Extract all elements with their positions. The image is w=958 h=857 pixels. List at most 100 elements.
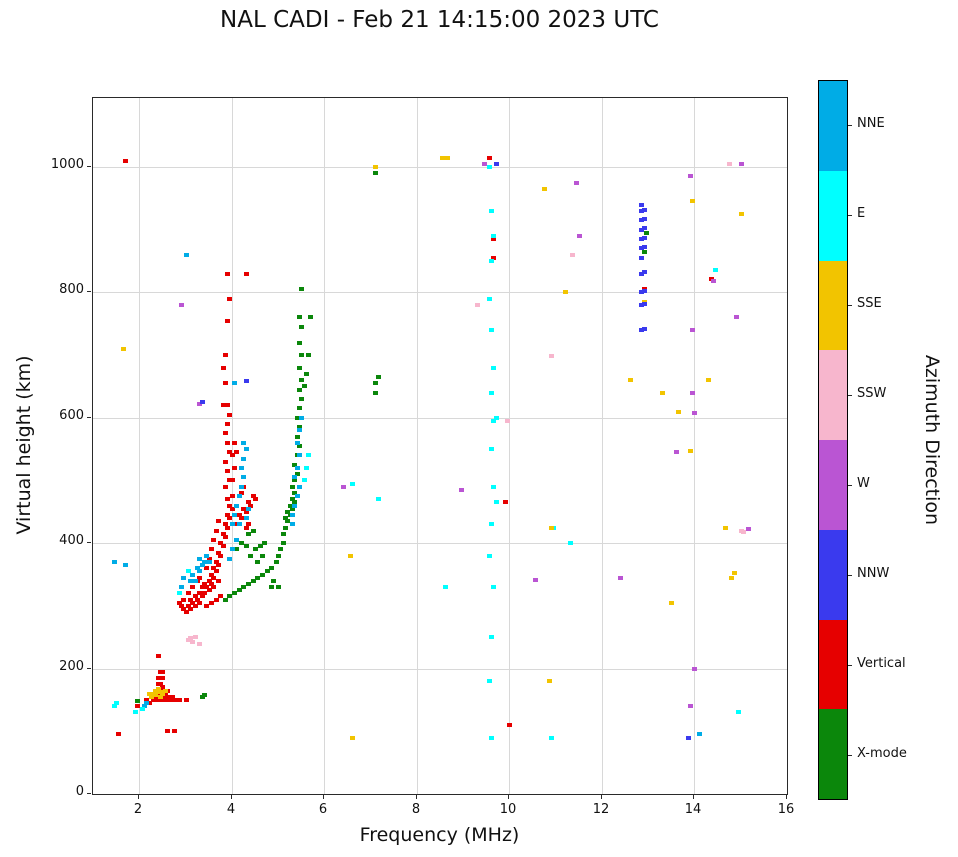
data-point-nnw — [493, 161, 499, 166]
data-point-sse — [373, 164, 379, 169]
y-tick-mark — [87, 166, 91, 167]
data-point-vertical — [211, 585, 217, 590]
data-point-w — [692, 410, 698, 415]
colorbar — [818, 80, 848, 800]
colorbar-tick-mark — [848, 755, 852, 756]
data-point-sse — [738, 212, 744, 216]
data-point-e — [488, 735, 494, 740]
data-point-vertical — [181, 607, 187, 612]
data-point-vertical — [213, 528, 219, 533]
data-point-vertical — [225, 525, 231, 530]
data-point-e — [176, 591, 182, 596]
data-point-nne — [195, 566, 201, 571]
data-point-vertical — [225, 403, 231, 408]
data-point-nnw — [641, 217, 647, 222]
data-point-vertical — [160, 669, 166, 674]
data-point-vertical — [229, 453, 235, 458]
data-point-x-mode — [269, 566, 275, 571]
colorbar-segment-x-mode — [819, 709, 847, 799]
data-point-nnw — [641, 235, 647, 240]
colorbar-segment-sse — [819, 260, 847, 351]
data-point-vertical — [197, 575, 203, 580]
data-point-vertical — [222, 381, 228, 386]
gridline — [509, 98, 510, 794]
data-point-nne — [199, 563, 205, 568]
x-tick-mark — [323, 795, 324, 799]
data-point-x-mode — [276, 553, 282, 558]
data-point-vertical — [192, 594, 198, 599]
data-point-vertical — [208, 547, 214, 552]
data-point-e — [486, 553, 492, 558]
data-point-vertical — [192, 603, 198, 608]
data-point-vertical — [208, 572, 214, 577]
data-point-w — [738, 161, 744, 166]
data-point-x-mode — [308, 315, 314, 320]
data-point-e — [491, 365, 497, 370]
data-point-x-mode — [296, 406, 302, 411]
data-point-nne — [111, 560, 117, 564]
data-point-w — [673, 450, 679, 455]
data-point-x-mode — [255, 560, 261, 564]
gridline — [694, 98, 695, 794]
data-point-sse — [690, 199, 696, 204]
data-point-x-mode — [306, 353, 312, 358]
data-point-ssw — [741, 529, 747, 534]
data-point-x-mode — [222, 597, 228, 602]
colorbar-category-label: X-mode — [857, 746, 907, 761]
data-point-x-mode — [289, 506, 295, 511]
data-point-vertical — [183, 610, 189, 615]
data-point-w — [481, 161, 487, 166]
data-point-x-mode — [292, 491, 298, 496]
data-point-x-mode — [245, 531, 251, 536]
data-point-sse — [706, 378, 712, 383]
data-point-vertical — [213, 597, 219, 602]
data-point-w — [690, 390, 696, 395]
data-point-vertical — [227, 450, 233, 455]
data-point-vertical — [225, 271, 231, 276]
data-point-nne — [299, 415, 305, 420]
data-point-x-mode — [257, 544, 263, 549]
data-point-x-mode — [289, 484, 295, 489]
data-point-vertical — [181, 597, 187, 602]
data-point-e — [185, 569, 191, 574]
data-point-x-mode — [241, 585, 247, 590]
y-tick-label: 600 — [59, 408, 84, 423]
data-point-vertical — [220, 531, 226, 536]
data-point-vertical — [225, 469, 231, 474]
data-point-nne — [241, 475, 247, 480]
x-tick-mark — [786, 795, 787, 799]
data-point-sse — [676, 409, 682, 414]
data-point-vertical — [185, 603, 191, 608]
data-point-e — [567, 541, 573, 546]
colorbar-axis-label: Azimuth Direction — [921, 354, 943, 526]
data-point-nnw — [641, 207, 647, 212]
data-point-e — [493, 500, 499, 505]
data-point-sse — [440, 155, 446, 160]
gridline — [93, 418, 787, 419]
data-point-x-mode — [373, 381, 379, 386]
data-point-x-mode — [294, 415, 300, 420]
data-point-w — [734, 315, 740, 320]
data-point-vertical — [241, 506, 247, 511]
data-point-x-mode — [280, 531, 286, 536]
data-point-vertical — [486, 155, 492, 160]
data-point-e — [549, 735, 555, 740]
data-point-nne — [236, 494, 242, 499]
data-point-nne — [204, 553, 210, 558]
data-point-vertical — [144, 697, 150, 702]
colorbar-category-label: E — [857, 206, 866, 221]
data-point-vertical — [155, 676, 161, 680]
data-point-vertical — [178, 603, 184, 608]
data-point-vertical — [491, 237, 497, 242]
data-point-nnw — [639, 202, 645, 207]
data-point-w — [340, 484, 346, 489]
colorbar-tick-mark — [848, 125, 852, 126]
x-tick-label: 14 — [684, 802, 702, 817]
data-point-nnw — [639, 255, 645, 260]
gridline — [93, 669, 787, 670]
data-point-nne — [234, 538, 240, 543]
data-point-vertical — [227, 296, 233, 301]
data-point-x-mode — [134, 699, 140, 704]
data-point-nne — [234, 503, 240, 508]
